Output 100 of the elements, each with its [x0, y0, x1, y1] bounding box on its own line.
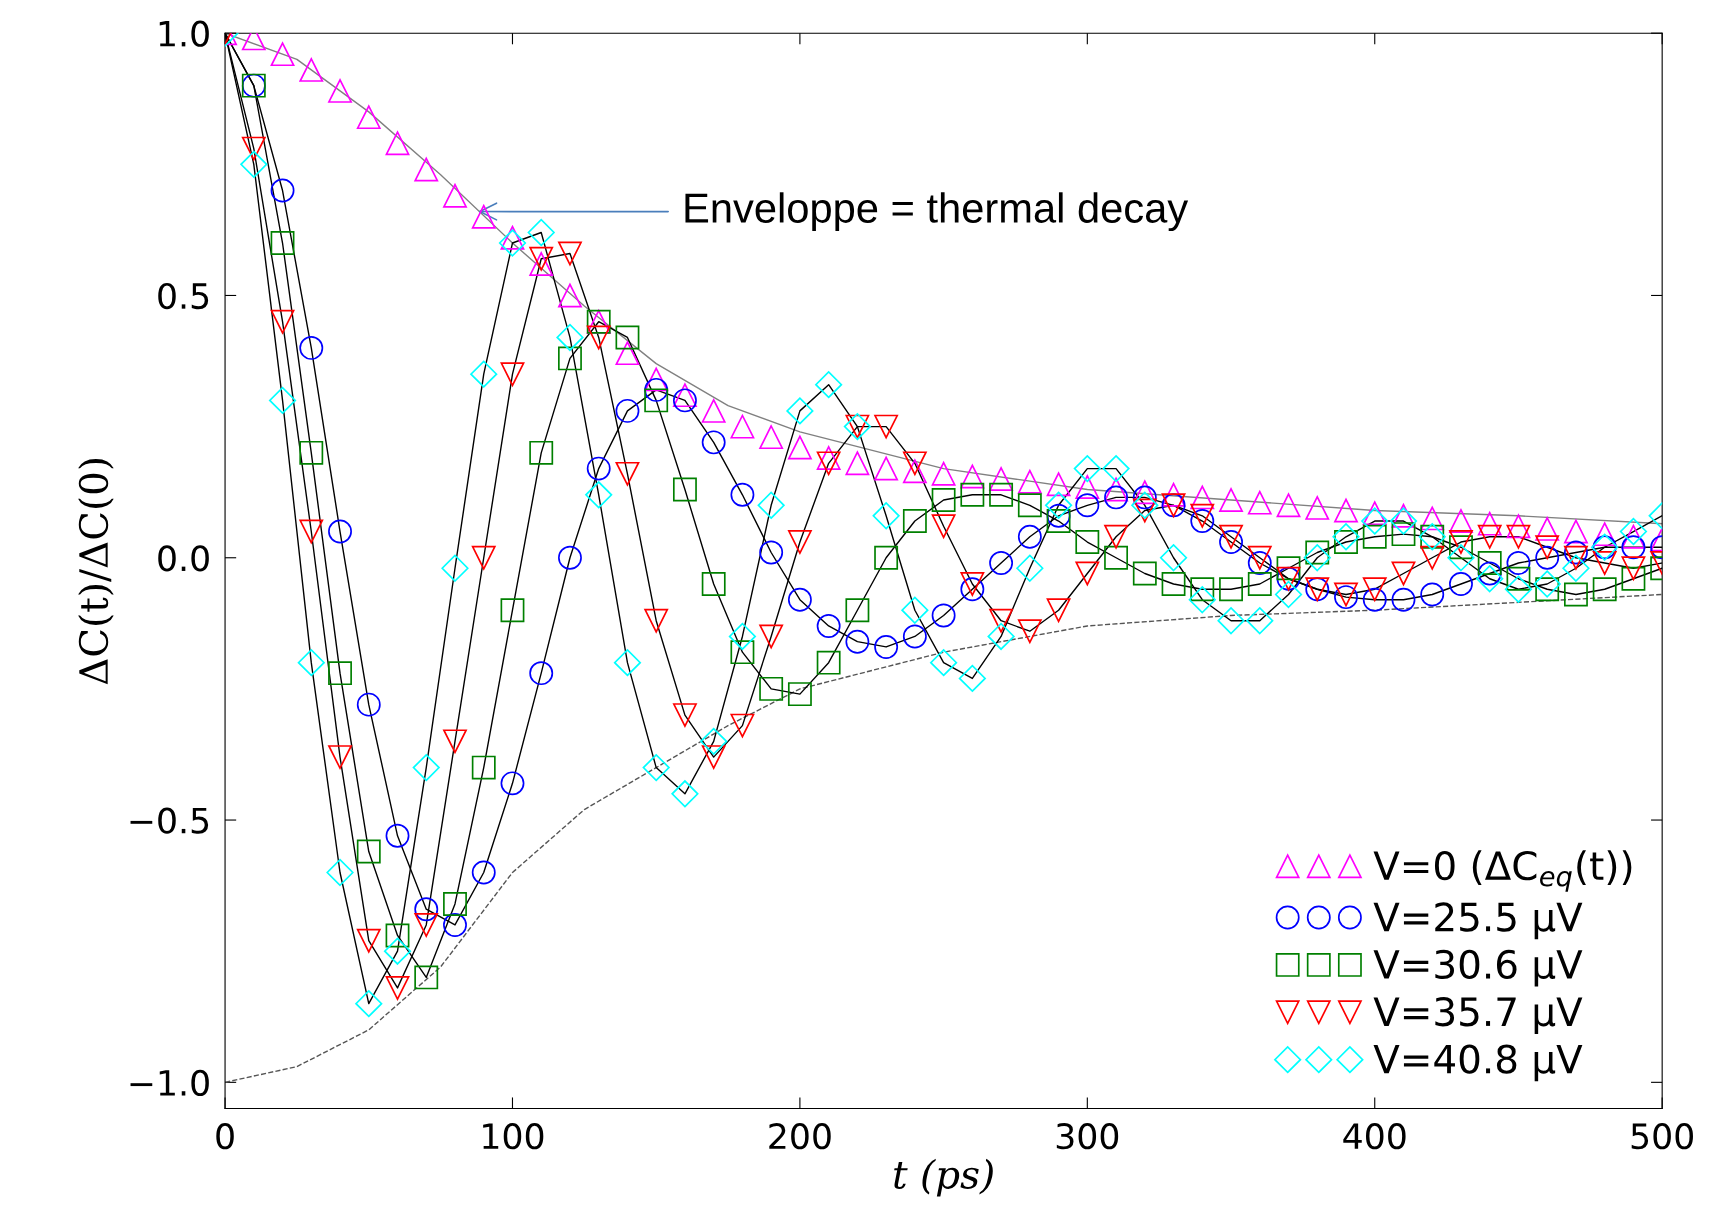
point — [1362, 587, 1387, 612]
point — [414, 897, 439, 922]
point — [471, 204, 496, 229]
point — [328, 745, 352, 770]
point — [1391, 587, 1416, 612]
point — [845, 451, 870, 476]
point — [1362, 524, 1387, 549]
point — [1535, 535, 1560, 560]
y-tick-label: 1.0 — [159, 20, 209, 47]
point — [471, 545, 496, 570]
point — [816, 451, 841, 476]
point — [1247, 490, 1272, 515]
point — [326, 858, 354, 887]
point — [1506, 551, 1531, 575]
point — [902, 509, 927, 533]
point — [989, 608, 1014, 633]
point — [299, 335, 324, 360]
point — [872, 502, 900, 530]
point — [385, 923, 410, 948]
point — [1190, 485, 1215, 510]
point — [902, 624, 927, 649]
point — [471, 860, 496, 885]
point — [385, 975, 410, 1000]
point — [1619, 517, 1648, 546]
point — [987, 622, 1015, 651]
point — [471, 755, 496, 780]
point — [615, 398, 640, 423]
point — [1161, 572, 1186, 596]
point — [672, 477, 697, 502]
point — [299, 519, 324, 544]
point — [1131, 491, 1159, 519]
point — [1477, 551, 1502, 575]
point — [1247, 545, 1272, 570]
legend-label: V=30.6 μV — [1373, 949, 1583, 987]
point — [1621, 556, 1646, 581]
point — [1217, 607, 1245, 635]
point — [786, 397, 814, 425]
point — [644, 377, 669, 402]
point — [443, 729, 467, 754]
point — [1075, 493, 1100, 518]
x-tick-label: 500 — [1631, 1123, 1693, 1150]
point — [412, 753, 440, 782]
line-series — [225, 593, 1663, 1084]
point — [1219, 488, 1243, 512]
point — [1592, 577, 1617, 602]
point — [1017, 493, 1042, 518]
point — [1533, 570, 1561, 598]
point — [759, 624, 784, 649]
point — [615, 461, 640, 486]
point — [902, 459, 927, 484]
point — [901, 596, 929, 624]
x-tick-label: 100 — [483, 1123, 544, 1150]
point — [1334, 498, 1358, 523]
point — [1274, 580, 1303, 609]
point — [1190, 503, 1215, 528]
point — [529, 440, 554, 465]
point — [1535, 545, 1560, 570]
point — [759, 676, 784, 701]
point — [815, 371, 843, 399]
point — [1132, 480, 1157, 505]
point — [931, 514, 956, 539]
point — [558, 346, 582, 371]
point — [1506, 524, 1531, 549]
point — [299, 57, 324, 82]
point — [1276, 556, 1301, 581]
point — [644, 367, 669, 392]
legend-label: V=25.5 μV — [1373, 902, 1583, 940]
point — [989, 482, 1014, 507]
point — [1046, 503, 1071, 528]
point — [644, 608, 669, 633]
y-axis-title: ΔC(t)/ΔC(0) — [78, 459, 114, 685]
point — [1563, 519, 1588, 544]
point — [787, 530, 812, 554]
point — [759, 540, 784, 565]
point — [1219, 577, 1243, 602]
point — [1305, 495, 1330, 520]
point — [586, 456, 611, 481]
point — [728, 622, 757, 651]
point — [1476, 565, 1504, 593]
point — [613, 649, 642, 677]
point — [701, 398, 726, 423]
point — [1592, 522, 1617, 547]
point — [615, 341, 640, 366]
point — [270, 42, 295, 67]
point — [1621, 535, 1646, 560]
point — [787, 682, 812, 707]
point — [385, 131, 410, 156]
point — [299, 440, 324, 465]
point — [1420, 545, 1445, 570]
point — [500, 225, 525, 250]
point — [443, 183, 467, 208]
point — [1132, 498, 1157, 523]
point — [1477, 524, 1502, 549]
point — [1247, 572, 1272, 596]
point — [1190, 577, 1215, 602]
point — [672, 703, 697, 728]
point — [1017, 619, 1042, 644]
point — [414, 157, 439, 182]
point — [1104, 477, 1129, 502]
point — [441, 554, 469, 582]
